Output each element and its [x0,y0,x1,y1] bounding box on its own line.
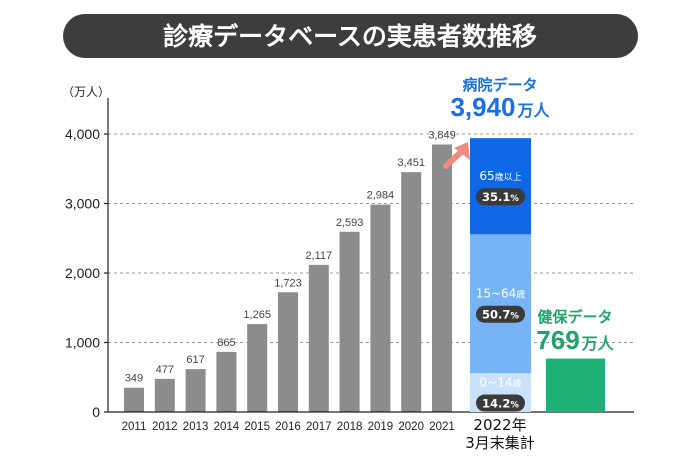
value-label-2013: 617 [186,354,204,366]
segment-share-label: 35.1% [482,190,519,204]
x-tick-2017: 2017 [306,421,332,433]
period-label-date: 3月末集計 [465,434,535,452]
x-tick-labels: 2011 2012 2013 2014 2015 2016 2017 2018 2019 2020… [122,421,455,433]
bar-2018 [339,231,360,412]
value-label-2017: 2,117 [305,250,332,262]
insurance-data-title: 健保データ [537,308,612,326]
segment-share-label: 14.2% [482,397,519,411]
insurance-bar [546,358,605,412]
value-label-2011: 349 [125,373,143,385]
grid-lines [104,133,634,413]
segment-age-label: 0~14歳 [480,376,522,390]
value-label-2014: 865 [217,337,235,349]
hospital-segment-1 [470,234,531,374]
growth-arrow-icon [443,142,470,169]
bar-2021 [432,144,452,412]
value-labels: 349 477 617 865 1,265 1,723 2,117 2,593 2,984 3,4… [125,129,456,384]
x-tick-2013: 2013 [183,421,209,433]
insurance-total-unit: 万人 [581,334,615,353]
insurance-total-number: 769 [536,325,579,355]
bar-2012 [154,378,175,412]
bar-2020 [401,172,422,412]
title-banner [63,14,638,58]
value-label-2012: 477 [156,364,174,376]
hospital-total-number: 3,940 [450,92,515,122]
bar-2011 [124,387,144,412]
y-tick-label: 1,000 [65,335,100,351]
y-tick-label: 3,000 [65,196,100,212]
value-label-2015: 1,265 [243,309,271,321]
x-tick-2012: 2012 [152,421,178,433]
x-tick-2021: 2021 [429,421,455,433]
bar-2019 [370,204,391,412]
value-label-2021: 3,849 [428,129,456,141]
y-unit-label: （万人） [62,85,110,99]
hospital-total: 3,940 万人 [450,92,550,122]
insurance-total: 769 万人 [536,325,614,355]
chart-title: 診療データベースの実患者数推移 [163,22,537,51]
insurance-bar-rect [546,358,605,412]
x-tick-2015: 2015 [244,421,270,433]
period-label-year: 2022年 [473,416,526,434]
y-tick-label: 4,000 [65,126,100,142]
x-tick-2018: 2018 [337,421,363,433]
hospital-stacked-bar: 0~14歳 14.2% 15~64歳 50.7% 65歳以上 35.1% [470,138,531,412]
x-tick-2020: 2020 [398,421,424,433]
hospital-data-title: 病院データ [462,76,537,94]
hospital-total-unit: 万人 [517,101,551,120]
x-tick-2011: 2011 [122,421,147,433]
x-tick-2016: 2016 [275,421,301,433]
segment-share-label: 50.7% [482,308,519,322]
y-tick-labels: 0 1,000 2,000 3,000 4,000 [65,126,100,420]
value-label-2018: 2,593 [336,217,364,229]
bars [124,144,452,412]
value-label-2016: 1,723 [274,277,302,289]
segment-share-pill [476,188,525,206]
segment-share-pill [476,394,525,412]
segment-age-label: 15~64歳 [476,287,526,301]
bar-2017 [308,264,329,412]
value-label-2019: 2,984 [367,190,395,202]
value-label-2020: 3,451 [397,157,425,169]
bar-2015 [247,324,268,412]
hospital-segment-2 [470,138,531,235]
x-tick-2019: 2019 [368,421,394,433]
bar-2014 [216,351,237,412]
y-tick-label: 2,000 [65,265,100,281]
bar-2013 [185,369,206,412]
y-tick-label: 0 [92,404,100,420]
segment-age-label: 65歳以上 [479,169,521,183]
segment-share-pill [476,305,525,323]
bar-2016 [278,292,298,412]
x-tick-2014: 2014 [214,421,240,433]
